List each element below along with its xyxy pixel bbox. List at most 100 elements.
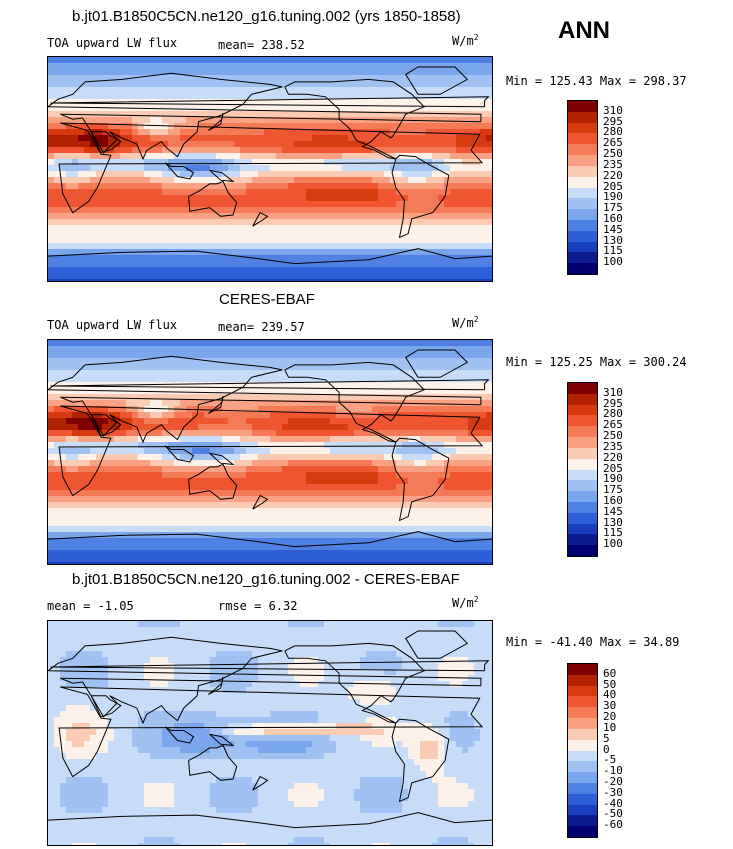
field-cell — [348, 267, 355, 274]
field-cell — [222, 93, 229, 100]
field-cell — [270, 123, 277, 130]
field-cell — [180, 159, 187, 166]
field-cell — [84, 87, 91, 94]
field-cell — [150, 243, 157, 250]
field-cell — [204, 177, 211, 184]
field-cell — [354, 490, 361, 497]
field-cell — [474, 406, 481, 413]
field-cell — [48, 237, 55, 244]
field-cell — [480, 117, 487, 124]
field-cell — [198, 466, 205, 473]
field-cell — [126, 165, 133, 172]
field-cell — [180, 376, 187, 383]
field-cell — [126, 123, 133, 130]
field-cell — [402, 346, 409, 353]
field-cell — [408, 261, 415, 268]
field-cell — [462, 376, 469, 383]
field-cell — [180, 436, 187, 443]
field-cell — [102, 358, 109, 365]
field-cell — [318, 129, 325, 136]
field-cell — [360, 466, 367, 473]
field-cell — [360, 430, 367, 437]
field-cell — [216, 237, 223, 244]
field-cell — [60, 370, 67, 377]
field-cell — [150, 273, 157, 280]
field-cell — [162, 394, 169, 401]
field-cell — [108, 267, 115, 274]
field-cell — [78, 364, 85, 371]
field-cell — [294, 508, 301, 515]
field-cell — [60, 508, 67, 515]
field-cell — [150, 478, 157, 485]
field-cell — [138, 207, 145, 214]
field-cell — [210, 177, 217, 184]
field-cell — [300, 123, 307, 130]
field-cell — [54, 370, 61, 377]
field-cell — [54, 382, 61, 389]
field-cell — [438, 370, 445, 377]
field-cell — [240, 231, 247, 238]
field-cell — [48, 171, 55, 178]
field-cell — [426, 81, 433, 88]
field-cell — [426, 105, 433, 112]
field-cell — [180, 400, 187, 407]
field-cell — [114, 261, 121, 268]
field-cell — [96, 424, 103, 431]
field-cell — [300, 273, 307, 280]
field-cell — [402, 418, 409, 425]
field-cell — [216, 117, 223, 124]
field-cell — [258, 93, 265, 100]
field-cell — [450, 412, 457, 419]
field-cell — [126, 502, 133, 509]
field-cell — [144, 340, 151, 347]
field-cell — [234, 111, 241, 118]
field-cell — [402, 195, 409, 202]
field-cell — [456, 261, 463, 268]
field-cell — [84, 454, 91, 461]
field-cell — [408, 177, 415, 184]
field-cell — [372, 81, 379, 88]
field-cell — [240, 237, 247, 244]
field-cell — [360, 424, 367, 431]
field-cell — [204, 135, 211, 142]
field-cell — [390, 69, 397, 76]
field-cell — [72, 406, 79, 413]
field-cell — [96, 279, 103, 281]
field-cell — [204, 418, 211, 425]
field-cell — [276, 460, 283, 467]
field-cell — [348, 466, 355, 473]
field-cell — [210, 412, 217, 419]
field-cell — [348, 496, 355, 503]
field-cell — [144, 153, 151, 160]
field-cell — [150, 195, 157, 202]
field-cell — [318, 141, 325, 148]
field-cell — [324, 400, 331, 407]
field-cell — [402, 454, 409, 461]
field-cell — [60, 364, 67, 371]
field-cell — [384, 279, 391, 281]
field-cell — [264, 123, 271, 130]
field-cell — [186, 394, 193, 401]
field-cell — [174, 412, 181, 419]
field-cell — [84, 237, 91, 244]
field-cell — [240, 273, 247, 280]
field-cell — [246, 237, 253, 244]
field-cell — [480, 412, 487, 419]
field-cell — [474, 358, 481, 365]
field-cell — [234, 436, 241, 443]
field-cell — [288, 388, 295, 395]
field-cell — [366, 484, 373, 491]
field-cell — [414, 135, 421, 142]
field-cell — [294, 502, 301, 509]
field-cell — [336, 75, 343, 82]
field-cell — [444, 75, 451, 82]
field-cell — [216, 177, 223, 184]
field-cell — [354, 105, 361, 112]
field-cell — [330, 376, 337, 383]
field-cell — [372, 213, 379, 220]
field-cell — [162, 165, 169, 172]
field-cell — [486, 370, 492, 377]
field-cell — [216, 219, 223, 226]
field-cell — [330, 147, 337, 154]
field-cell — [312, 460, 319, 467]
